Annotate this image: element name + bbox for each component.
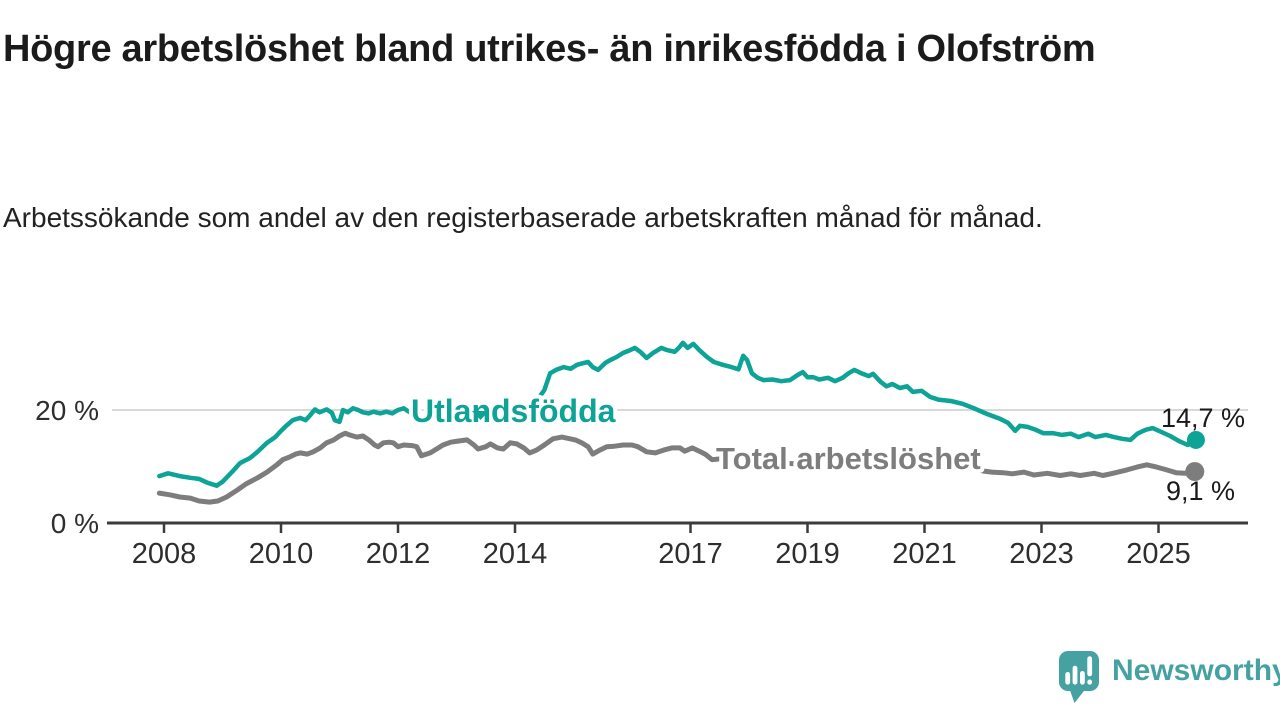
x-tick-label: 2008 (132, 538, 197, 570)
foreign-born-end-dot (1186, 430, 1205, 449)
y-tick-label: 0 % (51, 508, 99, 539)
total-end-value: 9,1 % (1166, 476, 1235, 506)
newsworthy-logo: Newsworthy (1057, 649, 1280, 704)
x-tick-label: 2025 (1126, 538, 1191, 570)
x-tick-label: 2019 (775, 538, 840, 570)
x-tick-label: 2010 (249, 538, 314, 570)
foreign-born-end-value: 14,7 % (1161, 403, 1245, 433)
label-utlandsfodda: Utlandsfödda (411, 393, 616, 429)
label-total-arbetsloshet: Total arbetslöshet (716, 441, 981, 476)
total-end-dot (1185, 462, 1205, 482)
x-tick-label: 2017 (658, 538, 723, 570)
newsworthy-wordmark: Newsworthy (1112, 654, 1280, 687)
y-tick-label: 20 % (35, 395, 99, 426)
x-tick-label: 2012 (366, 538, 431, 570)
page-subtitle: Arbetssökande som andel av den registerb… (3, 202, 1043, 233)
newsworthy-bubble-icon (1059, 651, 1099, 703)
page-title: Högre arbetslöshet bland utrikes- än inr… (3, 28, 1096, 70)
label-pointer-triangle-icon (472, 411, 489, 420)
x-tick-label: 2014 (483, 538, 548, 570)
foreign-born-line (157, 340, 1199, 488)
x-tick-label: 2021 (892, 538, 957, 570)
total-unemployment-line (156, 430, 1198, 505)
x-tick-label: 2023 (1009, 538, 1074, 570)
